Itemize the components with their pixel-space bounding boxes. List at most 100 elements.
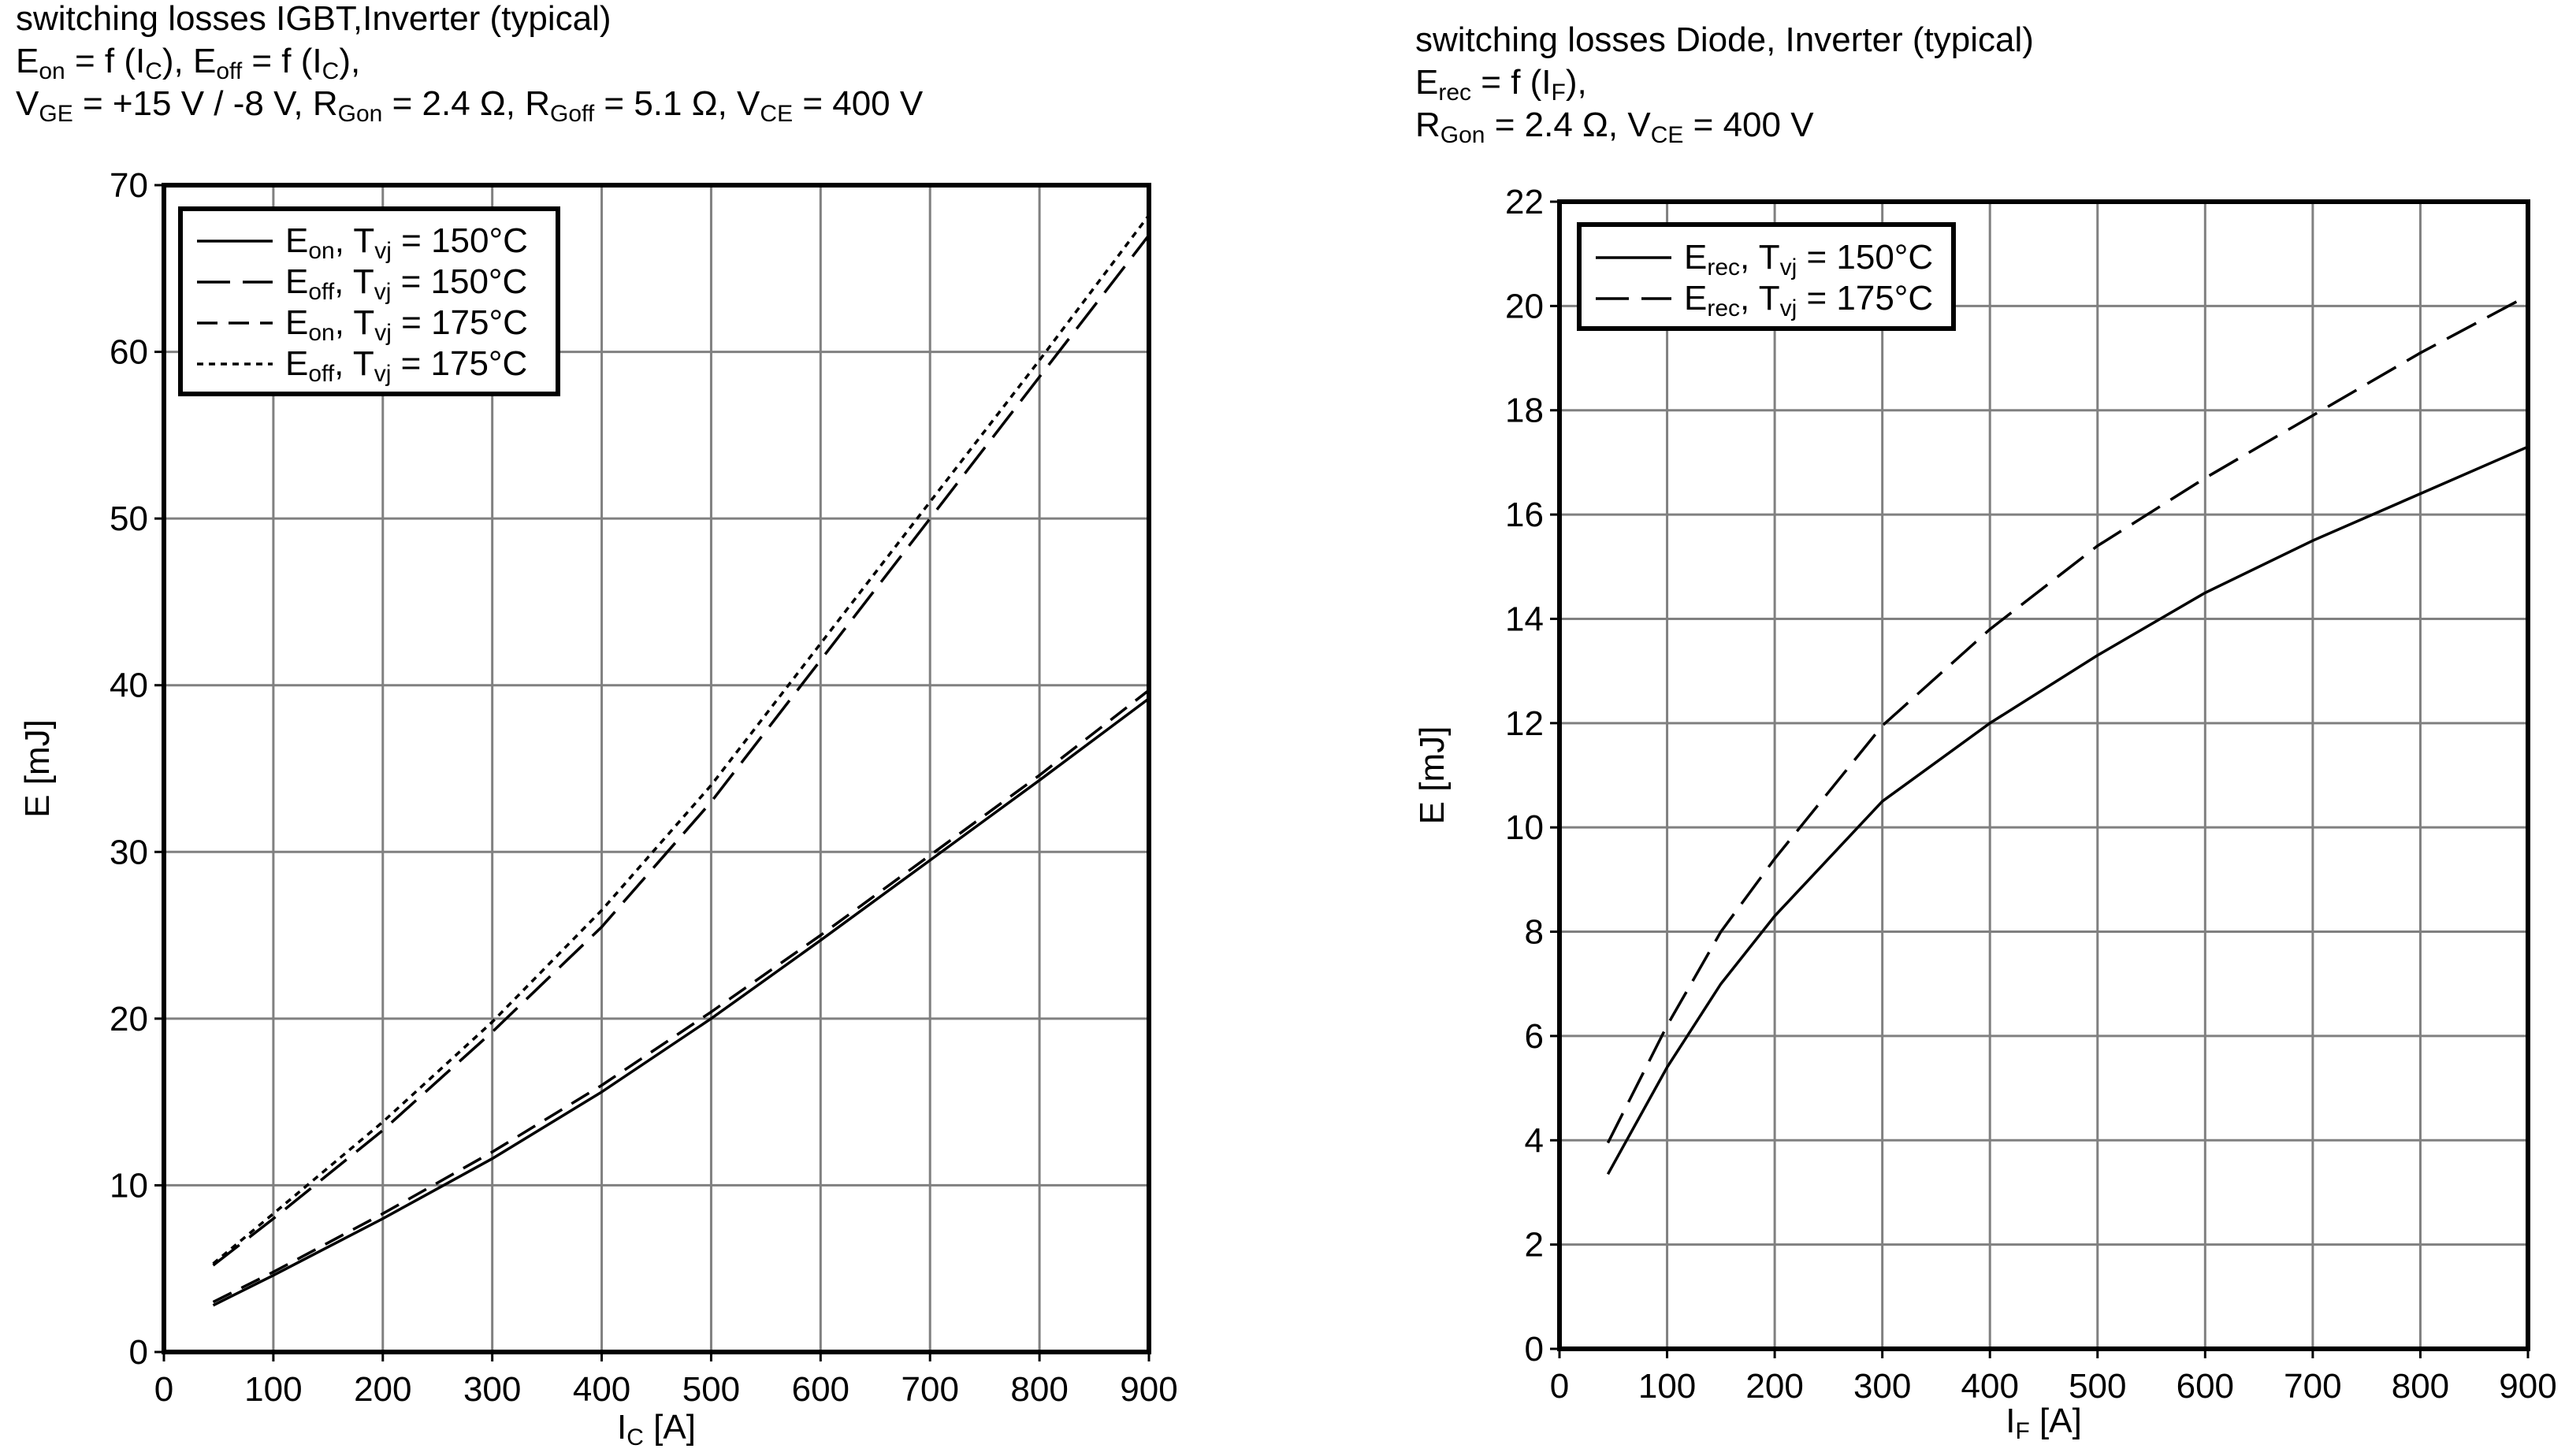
legend-box <box>1577 222 1956 331</box>
series-line <box>1606 294 2529 1144</box>
legend-label-part: = 150°C <box>391 262 527 301</box>
legend-label-part: E <box>285 344 308 383</box>
y-tick-label: 4 <box>1525 1121 1544 1160</box>
legend-label: Eoff, Tvj = 150°C <box>285 262 527 305</box>
legend-label-part: E <box>285 221 308 260</box>
plot-frame <box>1557 199 2530 1351</box>
chart-title-part: C <box>322 58 340 84</box>
chart-title: RGon = 2.4 Ω, VCE = 400 V <box>1415 106 1814 148</box>
x-axis-label-part: F <box>2015 1418 2029 1444</box>
y-tick-label: 20 <box>1505 287 1544 325</box>
x-tick-label: 400 <box>1961 1367 2019 1406</box>
chart-title-part: = 2.4 Ω, R <box>382 84 550 123</box>
y-tick-label: 70 <box>110 166 148 205</box>
x-tick-label: 600 <box>792 1370 849 1409</box>
y-axis-label: E [mJ] <box>1413 726 1452 825</box>
y-tick-label: 0 <box>129 1333 148 1372</box>
y-tick-label: 10 <box>110 1166 148 1205</box>
chart-title-part: = +15 V / -8 V, R <box>73 84 338 123</box>
y-tick-label: 14 <box>1505 600 1544 638</box>
x-axis-label: IF [A] <box>2006 1402 2082 1444</box>
x-tick-label: 100 <box>244 1370 302 1409</box>
y-axis-label-part: E [mJ] <box>18 719 57 818</box>
chart-title-part: ), <box>1566 63 1587 102</box>
x-tick-label: 800 <box>1010 1370 1068 1409</box>
series-line <box>212 697 1151 1307</box>
chart-title-part: = 5.1 Ω, V <box>594 84 760 123</box>
chart-title: VGE = +15 V / -8 V, RGon = 2.4 Ω, RGoff … <box>16 84 924 127</box>
legend-label-part: = 175°C <box>391 344 527 383</box>
y-tick-label: 30 <box>110 833 148 871</box>
legend-label: Eon, Tvj = 150°C <box>285 221 528 264</box>
legend-label-part: off <box>308 279 334 305</box>
chart-title-part: = f (I <box>65 42 145 80</box>
x-tick-label: 600 <box>2177 1367 2234 1406</box>
y-axis-label: E [mJ] <box>18 719 57 818</box>
x-tick-label: 900 <box>1120 1370 1177 1409</box>
legend-label-part: , T <box>1740 238 1780 277</box>
x-tick-label: 700 <box>2284 1367 2341 1406</box>
chart-title-part: = 400 V <box>1683 106 1814 144</box>
x-axis-label-part: I <box>617 1408 626 1447</box>
legend-label-part: vj <box>374 238 392 264</box>
chart-title-part: GE <box>39 101 72 127</box>
legend-label-part: , T <box>334 344 374 383</box>
x-tick-label: 500 <box>682 1370 740 1409</box>
legend-label: Eoff, Tvj = 175°C <box>285 344 527 387</box>
series-line <box>1606 445 2529 1176</box>
series-line <box>212 234 1151 1267</box>
chart-title: Eon = f (IC), Eoff = f (IC), <box>16 42 360 84</box>
y-tick-label: 20 <box>110 1000 148 1038</box>
x-tick-label: 0 <box>154 1370 173 1409</box>
legend-label: Erec, Tvj = 175°C <box>1684 279 1933 321</box>
chart-title-part: C <box>145 58 162 84</box>
legend-label: Erec, Tvj = 150°C <box>1684 238 1933 280</box>
chart-title: switching losses Diode, Inverter (typica… <box>1415 20 2034 59</box>
chart-title-part: = f (I <box>1471 63 1551 102</box>
legend-label-part: , T <box>335 303 375 342</box>
chart-title-part: rec <box>1438 80 1471 106</box>
legend-label-part: = 175°C <box>1797 279 1933 318</box>
x-tick-label: 300 <box>463 1370 521 1409</box>
y-tick-label: 0 <box>1525 1330 1544 1369</box>
chart-title-part: CE <box>1651 122 1684 148</box>
chart-title-part: E <box>1415 63 1438 102</box>
chart-title: Erec = f (IF), <box>1415 63 1587 106</box>
chart-title-part: Gon <box>1440 122 1485 148</box>
chart-title-part: E <box>16 42 39 80</box>
chart-title: switching losses IGBT,Inverter (typical) <box>16 0 612 38</box>
chart-title-part: switching losses Diode, Inverter (typica… <box>1415 20 2034 59</box>
legend-label-part: , T <box>1740 279 1780 318</box>
chart-title-part: = 400 V <box>793 84 924 123</box>
x-tick-label: 700 <box>901 1370 959 1409</box>
chart-title-part: off <box>216 58 242 84</box>
legend-label-part: vj <box>374 279 392 305</box>
y-tick-label: 10 <box>1505 808 1544 847</box>
y-tick-label: 18 <box>1505 392 1544 430</box>
x-axis-label-part: [A] <box>644 1408 696 1447</box>
x-axis-label: IC [A] <box>617 1408 696 1450</box>
chart-title-part: Gon <box>338 101 383 127</box>
x-tick-label: 100 <box>1638 1367 1696 1406</box>
x-axis-label-part: [A] <box>2030 1402 2082 1440</box>
plot-frame <box>162 183 1151 1354</box>
chart-title-part: F <box>1552 80 1566 106</box>
legend-label-part: on <box>308 320 334 346</box>
series-line <box>212 214 1151 1265</box>
legend-label-part: rec <box>1707 254 1740 280</box>
x-axis-label-part: I <box>2006 1402 2015 1440</box>
y-tick-label: 12 <box>1505 704 1544 743</box>
legend-label-part: on <box>308 238 334 264</box>
x-tick-label: 900 <box>2499 1367 2556 1406</box>
chart-title-part: ), E <box>162 42 216 80</box>
chart-title-part: CE <box>760 101 793 127</box>
chart-title-part: = 2.4 Ω, V <box>1485 106 1652 144</box>
y-tick-label: 16 <box>1505 496 1544 534</box>
y-axis-label-part: E [mJ] <box>1413 726 1452 825</box>
y-tick-label: 22 <box>1505 183 1544 221</box>
y-tick-label: 50 <box>110 500 148 538</box>
legend-box <box>178 206 560 396</box>
legend-label-part: = 150°C <box>392 221 528 260</box>
legend-label-part: off <box>308 361 334 387</box>
